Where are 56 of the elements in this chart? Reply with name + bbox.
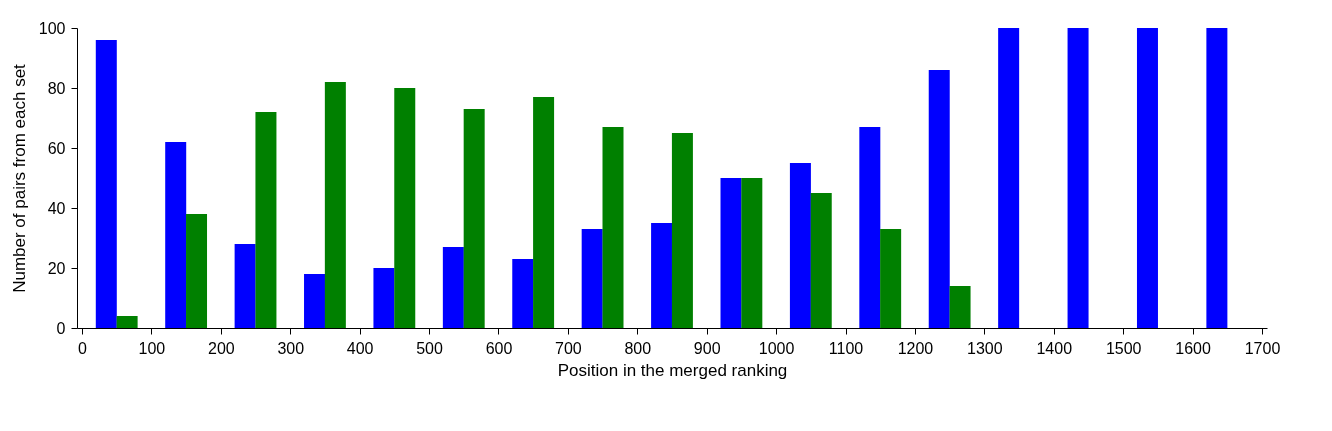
bar	[651, 223, 673, 328]
bar	[949, 286, 971, 328]
bar	[671, 133, 693, 328]
bar	[95, 40, 117, 328]
x-tick-label: 1700	[1244, 339, 1281, 357]
x-tick-label: 1000	[758, 339, 795, 357]
x-tick-label: 400	[346, 339, 374, 357]
bar	[512, 259, 534, 328]
bar	[116, 316, 138, 328]
bar	[720, 178, 742, 328]
x-tick-label: 300	[277, 339, 305, 357]
bar	[859, 127, 881, 328]
bar	[186, 214, 208, 328]
bar	[394, 88, 416, 328]
x-tick-label: 600	[485, 339, 513, 357]
bar	[304, 274, 326, 328]
bar	[1067, 28, 1089, 328]
bar	[581, 229, 603, 328]
bar	[234, 244, 256, 328]
bar	[255, 112, 277, 328]
x-tick-label: 1400	[1036, 339, 1073, 357]
y-tick-label: 0	[56, 319, 66, 337]
y-tick-label: 20	[47, 259, 66, 277]
x-tick-label: 1500	[1105, 339, 1142, 357]
x-tick-label: 200	[207, 339, 235, 357]
x-axis-title: Position in the merged ranking	[557, 360, 788, 380]
y-tick-label: 80	[47, 79, 66, 97]
bar	[880, 229, 902, 328]
y-tick-label: 40	[47, 199, 66, 217]
bar	[602, 127, 624, 328]
x-tick-label: 1100	[828, 339, 864, 357]
bar	[442, 247, 464, 328]
x-tick-label: 700	[555, 339, 582, 357]
x-tick-label: 1300	[967, 339, 1003, 357]
bar	[165, 142, 187, 328]
bar	[789, 163, 811, 328]
bar	[324, 82, 346, 328]
x-tick-label: 500	[416, 339, 443, 357]
y-axis-title: Number of pairs from each set	[9, 63, 29, 293]
y-tick-label: 100	[38, 19, 66, 37]
bar	[810, 193, 832, 328]
x-tick-label: 800	[624, 339, 652, 357]
x-tick-label: 0	[78, 339, 88, 357]
bar	[1206, 28, 1228, 328]
x-tick-label: 100	[138, 339, 166, 357]
bar	[998, 28, 1020, 328]
bar	[741, 178, 763, 328]
bar	[1136, 28, 1158, 328]
x-tick-label: 900	[693, 339, 721, 357]
x-tick-label: 1200	[897, 339, 934, 357]
bar	[463, 109, 485, 328]
x-tick-label: 1600	[1175, 339, 1211, 357]
bar	[373, 268, 395, 328]
y-tick-label: 60	[47, 139, 66, 157]
bar	[928, 70, 950, 328]
bar	[533, 97, 555, 328]
